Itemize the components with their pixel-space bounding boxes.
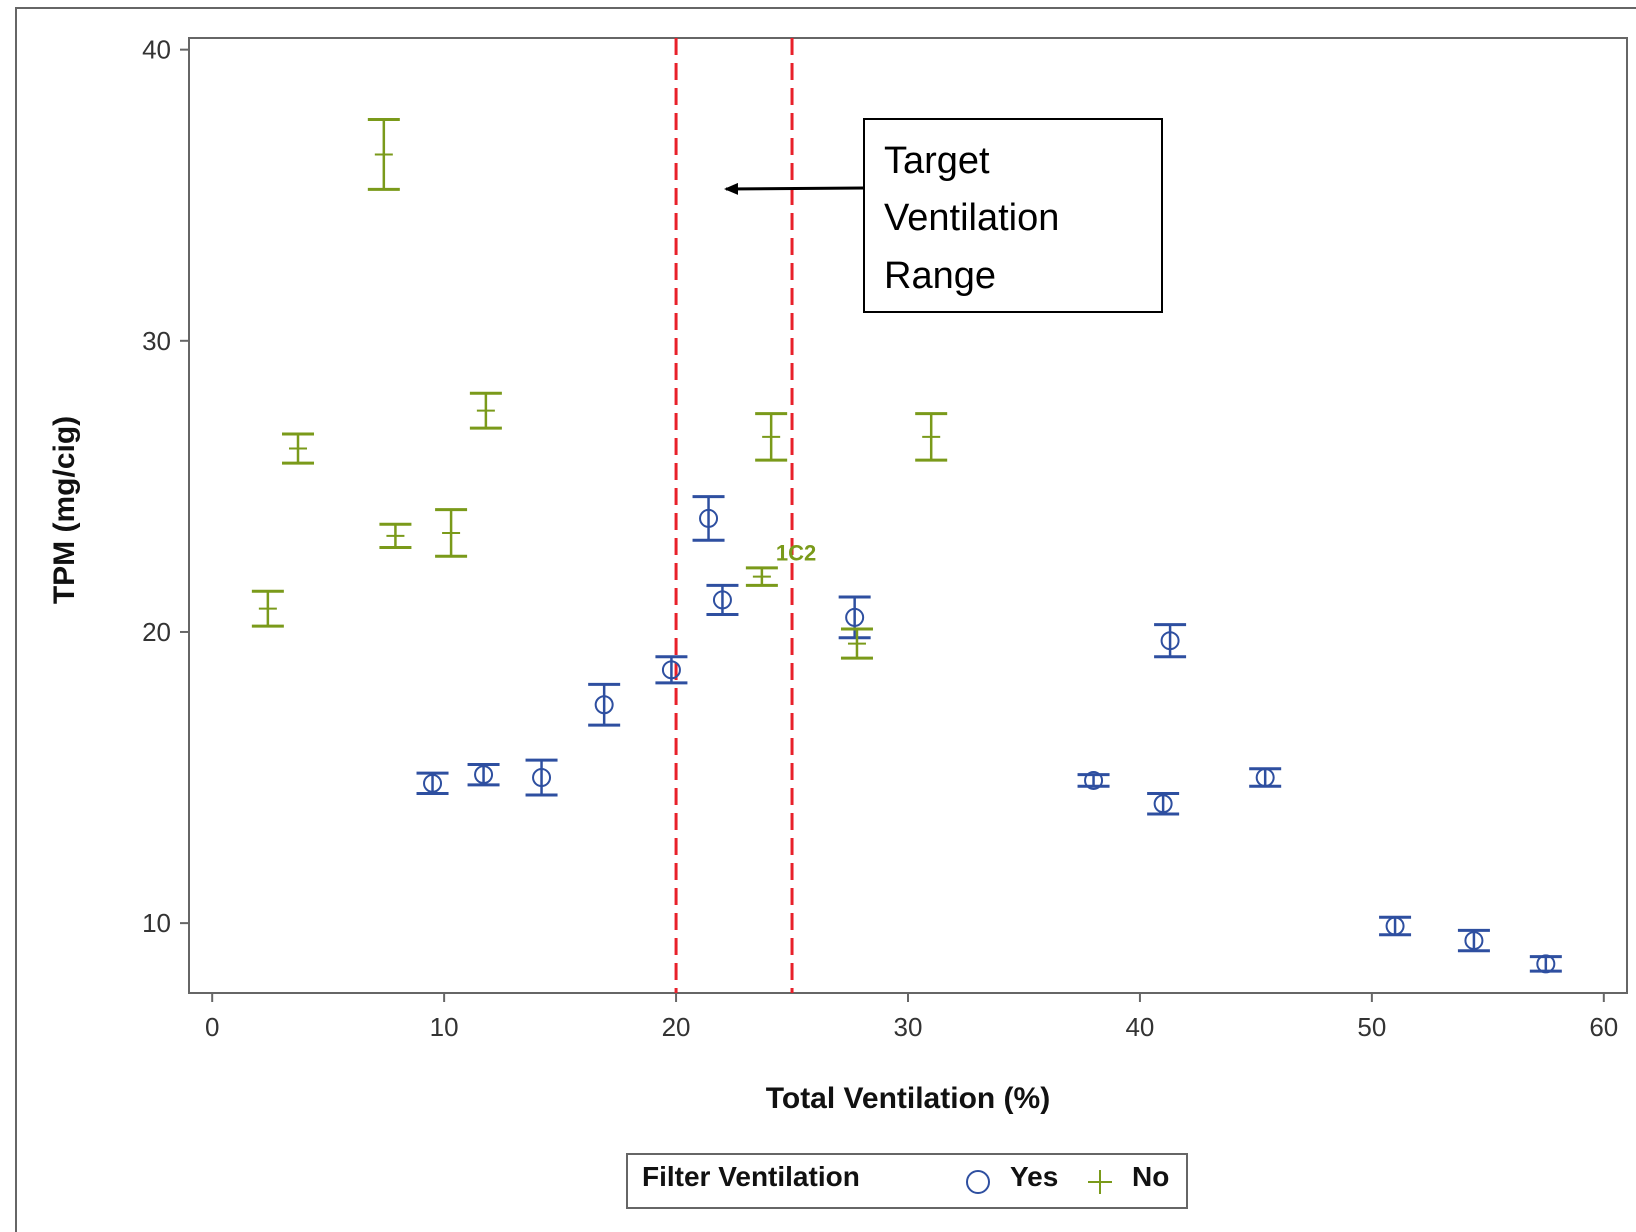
point-marker [1160,631,1180,651]
x-tick-label: 40 [1125,1012,1154,1042]
data-point-yes [706,583,739,616]
point-marker [1153,794,1173,814]
legend: Filter Ventilation Yes No [626,1153,1188,1209]
y-tick-label: 10 [142,908,171,938]
annotation-line-2: Ventilation [884,197,1059,239]
point-marker [1084,770,1104,790]
data-point-no: 1C2 [745,541,816,587]
annotation-arrow [724,182,865,195]
legend-label-yes: Yes [1010,1161,1058,1192]
y-tick-label: 20 [142,617,171,647]
data-point-yes [655,655,688,685]
legend-marker-no [1088,1170,1112,1194]
annotation: Target Ventilation Range [724,118,1163,313]
data-point-no [915,412,948,462]
point-marker [699,508,719,528]
y-tick-label: 40 [142,35,171,65]
data-point-no [379,522,412,550]
data-point-yes [1529,954,1562,974]
data-point-yes [1457,928,1490,953]
point-marker [1255,768,1275,788]
x-tick-label: 50 [1357,1012,1386,1042]
annotation-line-1: Target [884,140,990,182]
data-point-no [435,508,468,558]
point-marker [1464,931,1484,951]
point-marker [661,660,681,680]
data-point-yes [692,495,725,542]
point-marker [845,607,865,627]
data-point-yes [467,762,500,787]
point-label: 1C2 [776,541,816,566]
x-tick-label: 60 [1589,1012,1618,1042]
data-point-yes [838,595,871,640]
y-axis: 10 20 30 40 [142,35,189,938]
point-marker [712,590,732,610]
point-marker [474,765,494,785]
legend-marker-yes [966,1170,990,1194]
reference-lines [674,38,794,993]
x-axis: 0 10 20 30 40 50 60 [205,993,1618,1042]
point-marker [423,773,443,793]
data-point-no [469,391,502,430]
data-point-no [840,627,873,660]
x-tick-label: 20 [662,1012,691,1042]
point-marker [532,768,552,788]
data-marks: 1C2 [251,118,1562,974]
legend-title: Filter Ventilation [642,1161,860,1192]
data-point-no [251,589,284,628]
annotation-box [863,118,1163,313]
y-tick-label: 30 [142,326,171,356]
point-marker [594,695,614,715]
data-point-no [367,118,400,191]
legend-label-no: No [1132,1161,1169,1192]
data-point-no [755,412,788,462]
data-point-yes [525,758,558,797]
point-marker [1385,916,1405,936]
point-marker [1536,954,1556,974]
data-point-yes [1147,792,1180,816]
x-axis-title: Total Ventilation (%) [766,1082,1050,1115]
x-tick-label: 30 [894,1012,923,1042]
data-point-yes [416,771,449,796]
x-tick-label: 0 [205,1012,219,1042]
annotation-line-3: Range [884,255,996,297]
x-tick-label: 10 [430,1012,459,1042]
data-point-yes [1154,623,1187,659]
data-point-yes [1077,770,1110,790]
data-point-no [282,432,315,465]
data-point-yes [1249,767,1282,788]
data-point-yes [1379,915,1412,937]
y-axis-title: TPM (mg/cig) [48,416,81,604]
data-point-yes [588,682,621,727]
outer-frame [15,7,1636,1232]
